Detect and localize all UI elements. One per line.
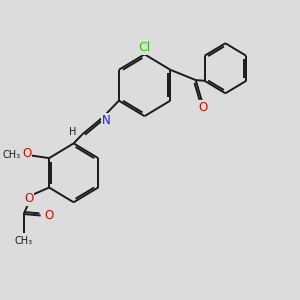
Text: H: H [69,127,77,136]
Text: N: N [102,114,111,127]
Text: CH₃: CH₃ [15,236,33,245]
Text: Cl: Cl [138,41,151,54]
Text: O: O [24,192,33,205]
Text: O: O [199,101,208,114]
Text: CH₃: CH₃ [2,150,20,160]
Text: O: O [22,147,31,160]
Text: O: O [44,209,54,222]
